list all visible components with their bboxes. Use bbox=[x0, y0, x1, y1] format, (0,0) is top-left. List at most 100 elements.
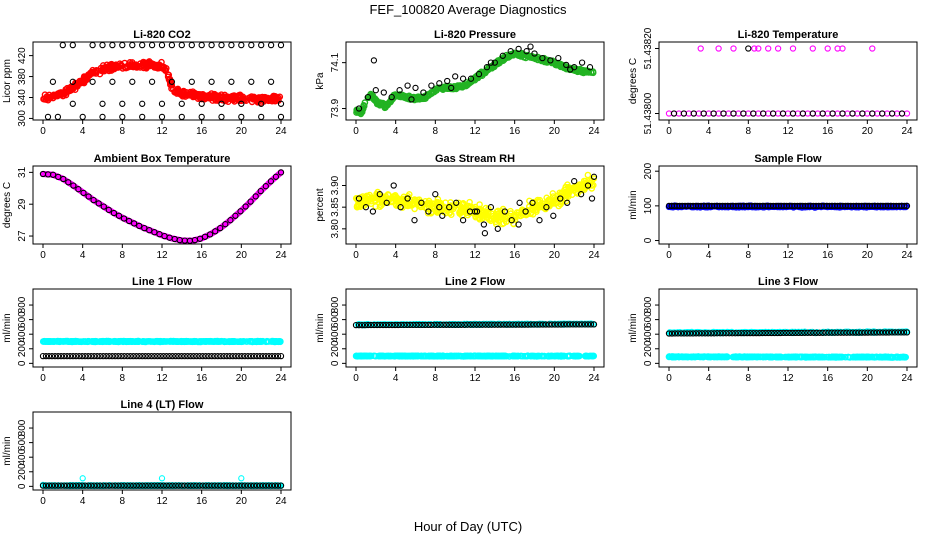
data-point bbox=[169, 338, 177, 346]
data-point bbox=[879, 329, 887, 336]
data-point bbox=[825, 329, 832, 336]
data-point bbox=[220, 352, 227, 360]
data-point bbox=[141, 224, 148, 232]
data-point bbox=[258, 338, 266, 345]
data-point bbox=[750, 329, 757, 337]
x-tick-label: 0 bbox=[353, 250, 359, 261]
x-tick-label: 12 bbox=[469, 373, 481, 384]
data-point bbox=[575, 321, 583, 328]
data-point bbox=[738, 329, 745, 337]
data-point bbox=[590, 173, 598, 180]
data-point bbox=[816, 353, 823, 361]
data-point bbox=[675, 353, 683, 361]
data-point bbox=[42, 338, 49, 346]
data-point bbox=[444, 77, 451, 85]
y-axis-label: degrees C bbox=[628, 58, 639, 104]
data-point bbox=[369, 208, 377, 215]
data-point bbox=[665, 110, 673, 117]
data-point bbox=[547, 57, 554, 64]
data-point bbox=[708, 330, 715, 337]
plot-points bbox=[39, 337, 285, 360]
data-point bbox=[789, 353, 797, 361]
x-tick-label: 4 bbox=[706, 126, 712, 137]
data-point bbox=[828, 329, 835, 336]
panel-title: Gas Stream RH bbox=[435, 153, 515, 165]
y-tick-label: 800 bbox=[643, 296, 654, 313]
y-tick-label: 400 bbox=[643, 325, 654, 342]
data-point bbox=[806, 353, 813, 361]
data-point bbox=[214, 337, 221, 345]
data-point bbox=[508, 217, 515, 224]
data-point bbox=[677, 330, 685, 337]
y-axis-label: ml/min bbox=[2, 436, 13, 465]
data-point bbox=[89, 78, 96, 85]
data-point bbox=[779, 110, 787, 117]
data-point bbox=[849, 329, 856, 336]
data-point bbox=[578, 321, 586, 328]
data-point bbox=[711, 330, 718, 337]
data-point bbox=[119, 113, 126, 120]
data-point bbox=[843, 329, 850, 336]
y-tick-label: 0 bbox=[17, 360, 28, 366]
data-point bbox=[809, 110, 816, 117]
data-point bbox=[204, 93, 211, 101]
data-point bbox=[822, 329, 829, 336]
data-point bbox=[705, 330, 712, 337]
data-point bbox=[884, 353, 892, 361]
data-point bbox=[377, 101, 384, 108]
data-point bbox=[229, 338, 236, 345]
data-point bbox=[381, 104, 389, 112]
data-point bbox=[146, 227, 153, 234]
data-point bbox=[97, 352, 104, 360]
data-point bbox=[852, 353, 860, 361]
data-point bbox=[355, 321, 363, 329]
data-point bbox=[590, 321, 598, 328]
data-point bbox=[530, 321, 537, 328]
x-tick-label: 8 bbox=[433, 373, 439, 384]
data-point bbox=[364, 93, 372, 101]
x-tick-label: 24 bbox=[588, 250, 600, 261]
x-axis: 0 4 8 12 16 20 24 bbox=[40, 120, 287, 137]
data-point bbox=[745, 45, 752, 52]
data-point bbox=[240, 337, 248, 345]
data-point bbox=[458, 321, 465, 328]
x-tick-label: 0 bbox=[666, 373, 672, 384]
y-tick-label: 600 bbox=[17, 311, 28, 328]
data-point bbox=[90, 338, 98, 345]
data-point bbox=[172, 87, 180, 95]
data-point bbox=[786, 329, 793, 337]
data-point bbox=[48, 352, 56, 360]
plot-points bbox=[40, 42, 285, 120]
data-point bbox=[157, 337, 164, 345]
data-point bbox=[99, 100, 106, 107]
panel-title: Line 4 (LT) Flow bbox=[121, 399, 204, 411]
x-tick-label: 24 bbox=[588, 126, 600, 137]
data-point bbox=[404, 195, 411, 202]
data-point bbox=[99, 113, 106, 120]
data-point bbox=[901, 202, 908, 210]
data-point bbox=[769, 110, 777, 117]
plot-points bbox=[665, 45, 911, 117]
data-point bbox=[740, 110, 747, 117]
data-point bbox=[536, 217, 543, 224]
data-point bbox=[160, 352, 167, 360]
x-tick-label: 12 bbox=[469, 250, 481, 261]
data-point bbox=[93, 338, 100, 345]
data-point bbox=[870, 329, 878, 336]
data-point bbox=[577, 191, 585, 198]
data-point bbox=[539, 321, 546, 328]
data-point bbox=[471, 76, 479, 84]
y-axis-label: ml/min bbox=[315, 313, 326, 342]
data-point bbox=[277, 169, 285, 176]
x-tick-label: 16 bbox=[196, 126, 208, 137]
data-point bbox=[692, 330, 700, 337]
data-point bbox=[494, 321, 501, 328]
data-point bbox=[741, 329, 748, 337]
data-point bbox=[487, 204, 495, 211]
plot-points bbox=[39, 169, 285, 244]
x-tick-label: 4 bbox=[80, 250, 86, 261]
data-point bbox=[897, 353, 905, 361]
y-tick-label: 73.9 bbox=[330, 98, 341, 118]
data-point bbox=[686, 330, 694, 337]
